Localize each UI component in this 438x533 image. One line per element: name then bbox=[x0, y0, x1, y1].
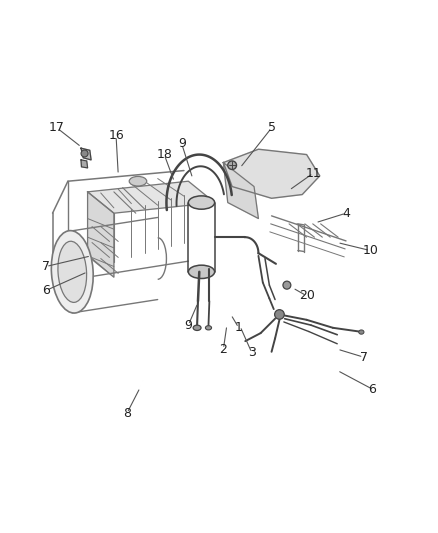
Text: 5: 5 bbox=[268, 122, 276, 134]
Ellipse shape bbox=[51, 231, 93, 313]
Ellipse shape bbox=[205, 326, 212, 330]
Text: 1: 1 bbox=[235, 321, 243, 334]
Polygon shape bbox=[81, 148, 91, 160]
Text: 10: 10 bbox=[362, 244, 378, 257]
Text: 9: 9 bbox=[178, 138, 186, 150]
Text: 9: 9 bbox=[184, 319, 192, 332]
Ellipse shape bbox=[283, 281, 291, 289]
Polygon shape bbox=[81, 160, 88, 168]
Text: 7: 7 bbox=[42, 260, 50, 273]
Text: 8: 8 bbox=[123, 407, 131, 419]
Ellipse shape bbox=[193, 325, 201, 330]
Ellipse shape bbox=[58, 241, 87, 302]
Text: 3: 3 bbox=[248, 346, 256, 359]
Ellipse shape bbox=[188, 265, 215, 278]
Ellipse shape bbox=[275, 310, 284, 319]
Text: 6: 6 bbox=[368, 383, 376, 395]
Text: 18: 18 bbox=[156, 148, 172, 161]
Text: 17: 17 bbox=[49, 122, 65, 134]
Polygon shape bbox=[88, 192, 114, 277]
Text: 2: 2 bbox=[219, 343, 227, 356]
Polygon shape bbox=[88, 181, 215, 213]
Text: 11: 11 bbox=[305, 167, 321, 180]
Ellipse shape bbox=[359, 330, 364, 334]
Polygon shape bbox=[223, 163, 258, 219]
Ellipse shape bbox=[129, 176, 147, 186]
Ellipse shape bbox=[228, 161, 237, 169]
Ellipse shape bbox=[188, 196, 215, 209]
Polygon shape bbox=[223, 149, 320, 198]
Text: 20: 20 bbox=[299, 289, 314, 302]
Text: 4: 4 bbox=[342, 207, 350, 220]
Text: 16: 16 bbox=[108, 130, 124, 142]
Ellipse shape bbox=[81, 150, 88, 157]
Text: 6: 6 bbox=[42, 284, 50, 297]
Text: 7: 7 bbox=[360, 351, 367, 364]
